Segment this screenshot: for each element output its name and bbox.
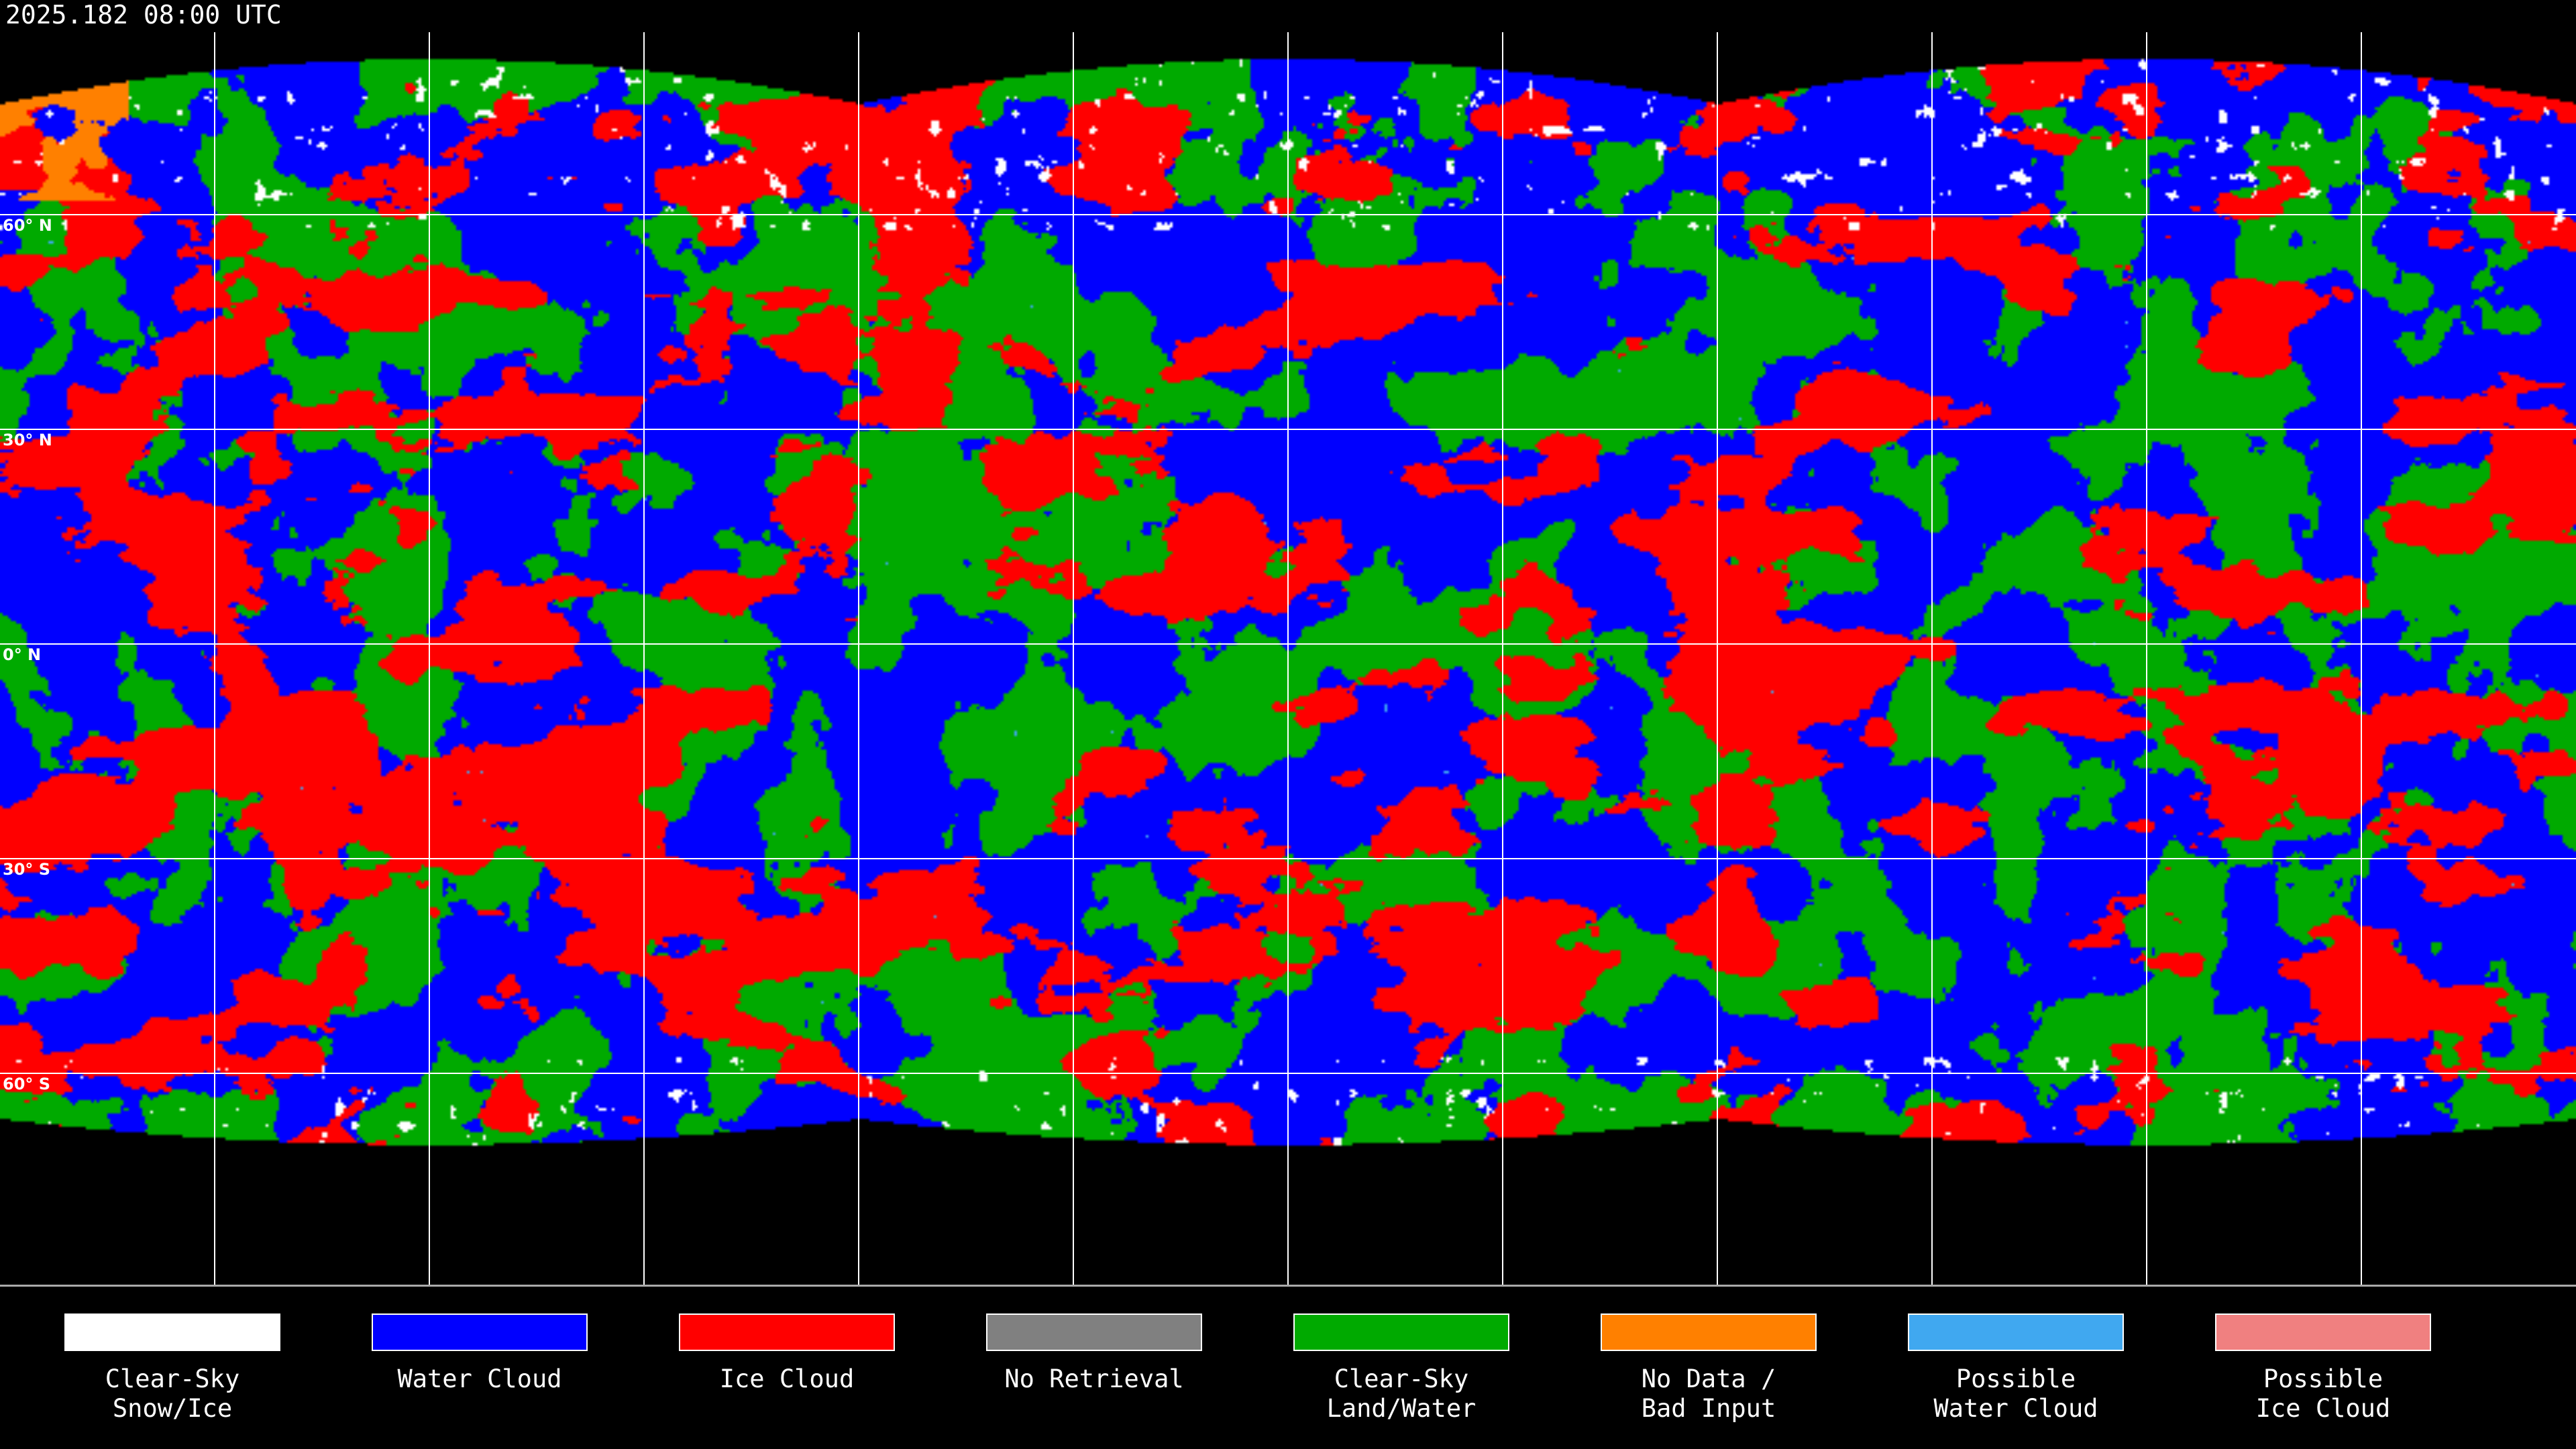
lat-label-30n: 30° N [3,431,52,449]
legend-swatch [1908,1313,2124,1351]
legend-item-water-cloud: Water Cloud [369,1313,590,1394]
legend-label: No Data / Bad Input [1641,1364,1776,1423]
legend-swatch [2215,1313,2431,1351]
legend-item-possible-ice-cloud: Possible Ice Cloud [2212,1313,2434,1424]
legend-item-ice-cloud: Ice Cloud [676,1313,898,1394]
lat-label-60n: 60° N [3,216,52,235]
legend-item-possible-water-cloud: Possible Water Cloud [1905,1313,2127,1424]
legend: Clear-Sky Snow/Ice Water Cloud Ice Cloud… [0,1287,2576,1449]
legend-label: Ice Cloud [719,1364,855,1393]
legend-swatch [679,1313,895,1351]
legend-label: Water Cloud [397,1364,562,1393]
lat-lon-grid [0,32,2576,1285]
legend-label: No Retrieval [1004,1364,1184,1393]
legend-item-snow-ice: Clear-Sky Snow/Ice [62,1313,283,1424]
cloud-phase-map: 2025.182 08:00 UTC 60° N 30° N 0° N 30° … [0,0,2576,1287]
legend-swatch [64,1313,280,1351]
legend-item-clear-land-water: Clear-Sky Land/Water [1291,1313,1512,1424]
legend-label: Clear-Sky Land/Water [1326,1364,1477,1423]
legend-swatch [986,1313,1202,1351]
legend-swatch [1293,1313,1509,1351]
legend-label: Possible Water Cloud [1933,1364,2098,1423]
lat-label-30s: 30° S [3,860,51,879]
timestamp: 2025.182 08:00 UTC [3,0,284,30]
legend-item-no-retrieval: No Retrieval [983,1313,1205,1394]
legend-item-no-data: No Data / Bad Input [1598,1313,1819,1424]
lat-label-60s: 60° S [3,1075,51,1093]
legend-label: Clear-Sky Snow/Ice [105,1364,240,1423]
legend-label: Possible Ice Cloud [2255,1364,2391,1423]
legend-swatch [372,1313,588,1351]
lat-label-0n: 0° N [3,645,42,664]
legend-swatch [1601,1313,1817,1351]
